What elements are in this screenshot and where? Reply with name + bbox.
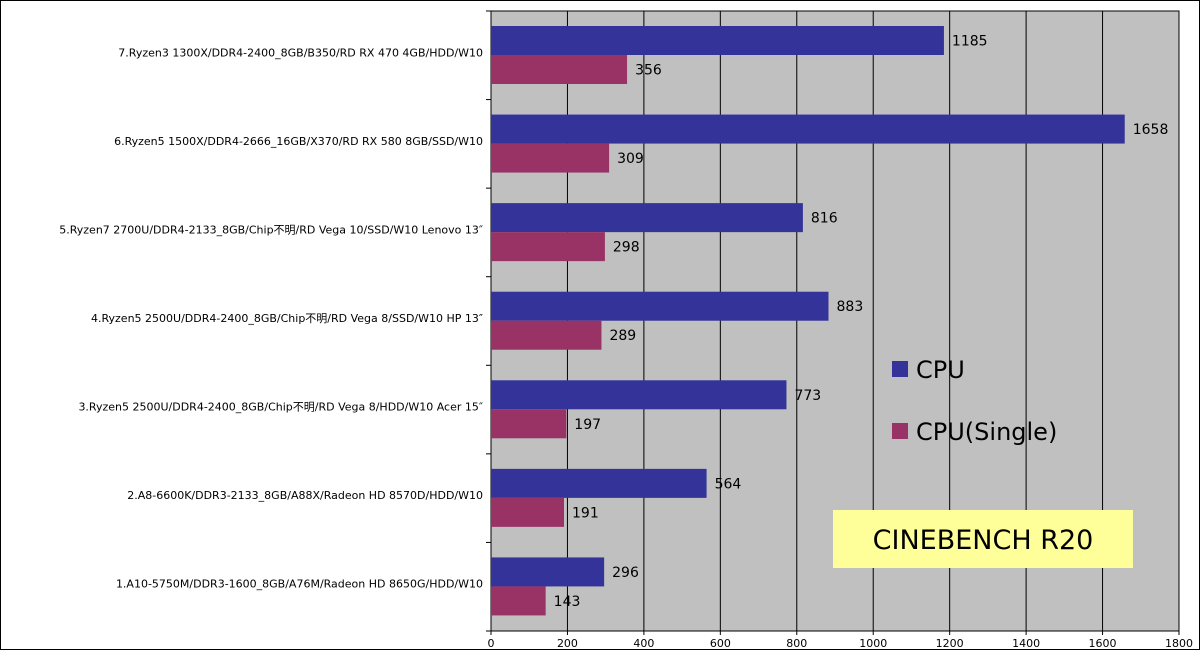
legend-label-cpu: CPU: [916, 356, 965, 384]
data-label: 883: [837, 299, 864, 315]
cpu-bar: [491, 203, 803, 233]
cpu-single-bar: [491, 409, 567, 439]
data-label: 816: [811, 211, 838, 227]
x-tick-label: 1800: [1165, 637, 1193, 649]
legend-swatch-cpu-single: [892, 423, 908, 439]
data-label: 191: [572, 505, 599, 521]
cpu-single-bar: [491, 320, 602, 350]
x-tick-label: 1600: [1089, 637, 1117, 649]
x-tick-label: 200: [557, 637, 578, 649]
data-label: 197: [574, 417, 601, 433]
cpu-single-bar: [491, 497, 565, 527]
data-label: 773: [794, 388, 821, 404]
category-label: 1.A10-5750M/DDR3-1600_8GB/A76M/Radeon HD…: [116, 578, 483, 591]
cpu-bar: [491, 380, 787, 410]
cpu-single-bar: [491, 232, 605, 262]
data-label: 564: [715, 476, 742, 492]
category-label: 6.Ryzen5 1500X/DDR4-2666_16GB/X370/RD RX…: [114, 135, 483, 148]
data-label: 356: [635, 63, 662, 79]
x-tick-label: 1200: [936, 637, 964, 649]
cpu-bar: [491, 291, 829, 321]
x-tick-label: 600: [710, 637, 731, 649]
data-label: 309: [617, 151, 644, 167]
x-tick-label: 0: [488, 637, 495, 649]
x-tick-label: 800: [786, 637, 807, 649]
cpu-bar: [491, 468, 707, 498]
cpu-single-bar: [491, 143, 610, 173]
annotation-box: [833, 510, 1133, 568]
cpu-single-bar: [491, 55, 628, 84]
x-tick-label: 1000: [859, 637, 887, 649]
category-label: 7.Ryzen3 1300X/DDR4-2400_8GB/B350/RD RX …: [118, 46, 483, 59]
x-tick-label: 400: [633, 637, 654, 649]
data-label: 298: [613, 240, 640, 256]
cpu-single-bar: [491, 586, 546, 616]
category-label: 4.Ryzen5 2500U/DDR4-2400_8GB/Chip不明/RD V…: [91, 312, 483, 325]
data-label: 1185: [952, 34, 988, 50]
x-tick-label: 1400: [1012, 637, 1040, 649]
legend-swatch-cpu: [892, 361, 908, 377]
data-label: 143: [554, 594, 581, 610]
category-label: 3.Ryzen5 2500U/DDR4-2400_8GB/Chip不明/RD V…: [78, 401, 483, 414]
cpu-bar: [491, 557, 605, 587]
data-label: 296: [612, 565, 639, 581]
data-label: 289: [609, 328, 636, 344]
category-label: 5.Ryzen7 2700U/DDR4-2133_8GB/Chip不明/RD V…: [59, 223, 483, 236]
cpu-bar: [491, 114, 1125, 144]
category-label: 2.A8-6600K/DDR3-2133_8GB/A88X/Radeon HD …: [127, 489, 483, 502]
legend-label-cpu-single: CPU(Single): [916, 418, 1057, 446]
cpu-bar: [491, 26, 944, 55]
annotation-text: CINEBENCH R20: [873, 525, 1094, 556]
data-label: 1658: [1133, 122, 1169, 138]
